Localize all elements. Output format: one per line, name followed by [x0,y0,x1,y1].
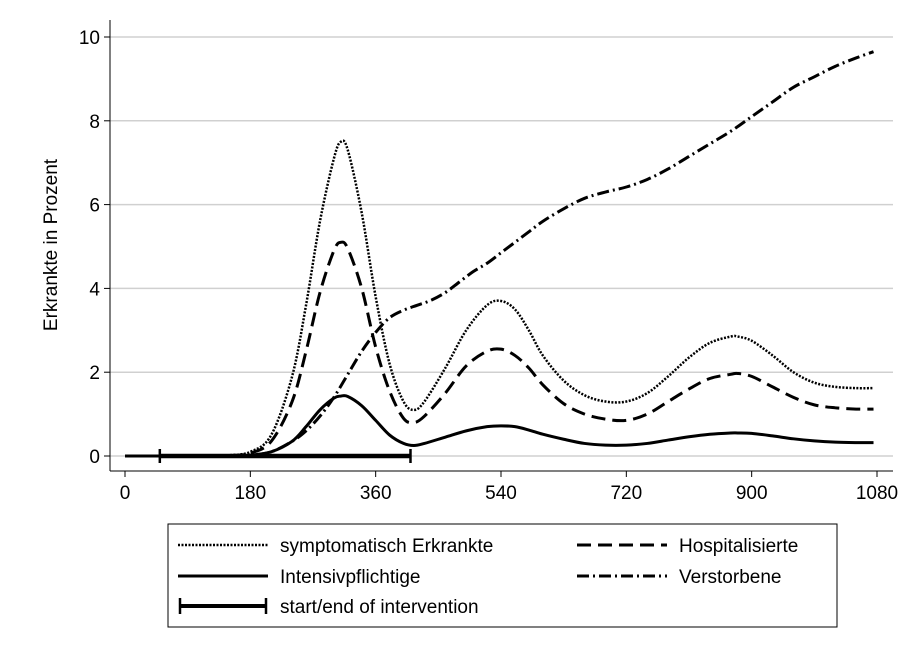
x-tick-label: 540 [485,483,517,504]
y-tick-label: 8 [89,112,100,133]
y-ticks: 0 2 4 6 8 10 [79,28,110,468]
y-tick-label: 0 [89,447,100,468]
legend-label-intensivpflichtige: Intensivpflichtige [280,567,420,588]
legend-label-intervention: start/end of intervention [280,597,479,618]
legend: symptomatisch Erkrankte Hospitalisierte … [167,523,838,628]
x-tick-label: 900 [736,483,768,504]
x-tick-label: 360 [360,483,392,504]
x-tick-label: 180 [234,483,266,504]
series-line-intensivpflichtige [125,394,874,458]
x-tick-label: 0 [120,483,131,504]
x-ticks: 0 180 360 540 720 900 1080 [120,471,898,504]
x-tick-label: 720 [610,483,642,504]
y-tick-label: 4 [89,279,100,300]
legend-label-hospitalisierte: Hospitalisierte [679,536,798,557]
y-axis-title: Erkrankte in Prozent [41,158,62,331]
x-tick-label: 1080 [856,483,898,504]
intervention-bar [158,449,412,463]
y-tick-label: 2 [89,363,100,384]
y-tick-label: 6 [89,196,100,217]
series-layer [125,50,875,458]
legend-swatch-intervention [178,598,268,614]
series-line-verstorbene [125,50,875,458]
legend-box [167,523,838,628]
legend-label-symptomatisch: symptomatisch Erkrankte [280,536,493,557]
y-tick-label: 10 [79,28,100,49]
series-line-hospitalisierte [125,240,874,458]
legend-label-verstorbene: Verstorbene [679,567,781,588]
series-line-symptomatisch-erkrankte [125,139,874,458]
